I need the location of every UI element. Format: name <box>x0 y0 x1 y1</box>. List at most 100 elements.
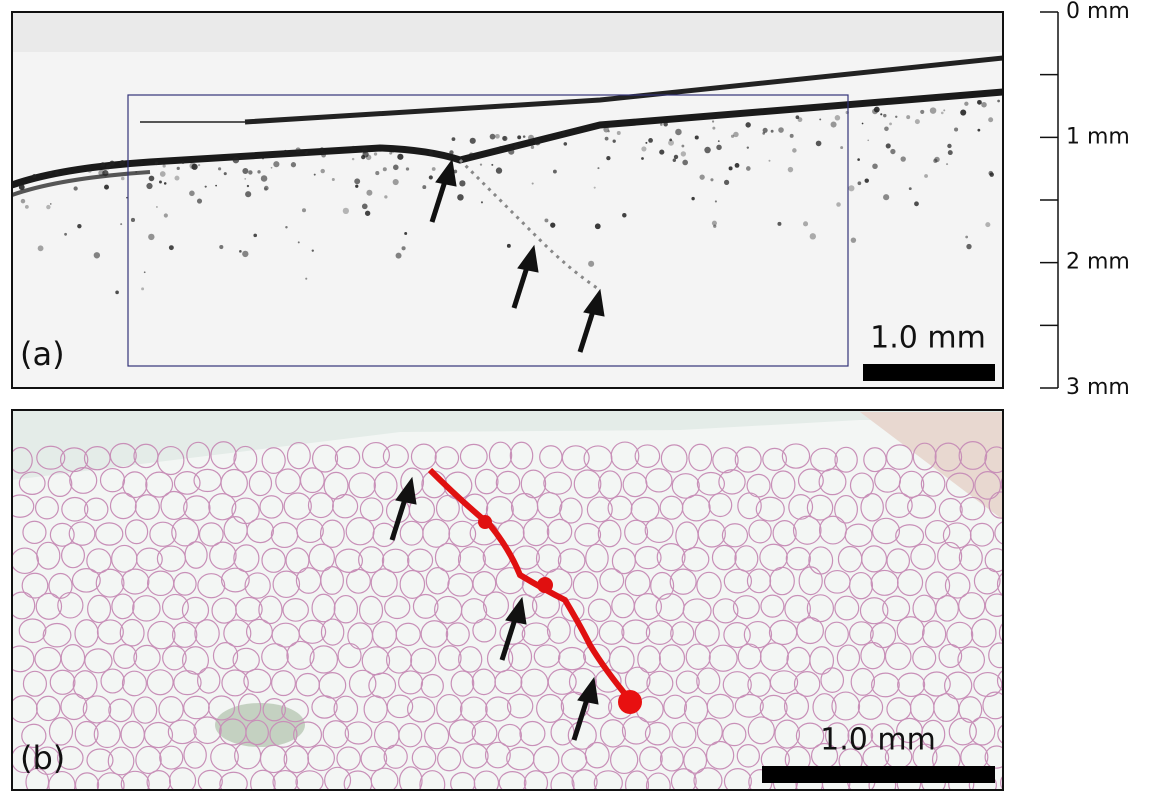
speckle <box>924 174 928 178</box>
speckle <box>960 110 966 116</box>
speckle <box>182 161 185 164</box>
speckle <box>909 187 912 190</box>
panel-label: (a) <box>20 335 65 373</box>
speckle <box>532 182 534 184</box>
speckle <box>867 139 869 141</box>
speckle <box>674 155 678 159</box>
speckle <box>977 129 980 132</box>
speckle <box>965 236 968 239</box>
speckle <box>550 223 555 228</box>
speckle <box>233 157 240 164</box>
speckle <box>872 108 878 114</box>
speckle <box>189 191 195 197</box>
depth-label: 3 mm <box>1066 375 1130 400</box>
oct-image <box>12 12 1003 388</box>
speckle <box>120 223 122 225</box>
speckle <box>350 146 356 152</box>
speckle <box>883 114 886 117</box>
speckle <box>32 174 36 178</box>
speckle <box>141 287 144 290</box>
speckle <box>790 134 794 138</box>
speckle <box>495 134 500 139</box>
speckle <box>981 102 987 108</box>
speckle <box>865 178 869 182</box>
speckle <box>104 185 109 190</box>
speckle <box>50 203 52 205</box>
speckle <box>682 160 688 166</box>
scale-bar <box>863 364 995 381</box>
figure: (a) 1.0 mm 0 mm1 mm2 mm3 mm (b) 1.0 mm <box>0 0 1156 793</box>
speckle <box>729 166 733 170</box>
speckle <box>393 179 399 185</box>
speckle <box>883 194 889 200</box>
speckle <box>429 175 433 179</box>
speckle <box>481 201 483 203</box>
speckle <box>428 150 433 155</box>
speckle <box>77 224 81 228</box>
speckle <box>943 109 945 111</box>
speckle <box>699 174 704 179</box>
speckle <box>920 110 924 114</box>
speckle <box>544 218 548 222</box>
speckle <box>660 123 663 126</box>
speckle <box>312 250 314 252</box>
speckle <box>261 175 268 182</box>
speckle <box>155 161 159 165</box>
speckle <box>788 167 793 172</box>
speckle <box>253 234 257 238</box>
speckle <box>930 107 936 113</box>
speckle <box>695 135 699 139</box>
speckle <box>553 170 557 174</box>
speckle <box>508 149 514 155</box>
speckle <box>120 160 125 165</box>
speckle <box>562 131 565 134</box>
speckle <box>121 177 125 181</box>
speckle <box>858 181 862 185</box>
speckle <box>914 201 919 206</box>
speckle <box>46 205 50 209</box>
speckle <box>343 208 349 214</box>
speckle <box>219 245 223 249</box>
speckle <box>480 164 482 166</box>
speckle <box>101 162 106 167</box>
speckle <box>985 222 990 227</box>
speckle <box>745 122 750 127</box>
speckle <box>915 119 920 124</box>
speckle <box>375 171 379 175</box>
speckle <box>777 222 781 226</box>
speckle <box>576 131 579 134</box>
speckle <box>163 164 166 167</box>
speckle <box>941 112 944 115</box>
speckle <box>205 186 207 188</box>
speckle <box>115 291 119 295</box>
speckle <box>617 131 621 135</box>
speckle <box>810 233 816 239</box>
speckle <box>588 261 594 267</box>
speckle <box>296 147 301 152</box>
speckle <box>840 146 843 149</box>
speckle <box>564 142 568 146</box>
speckle <box>648 138 653 143</box>
speckle <box>641 146 646 151</box>
speckle <box>215 185 217 187</box>
speckle <box>731 135 734 138</box>
speckle <box>197 198 202 203</box>
speckle <box>862 123 864 125</box>
speckle <box>180 157 182 159</box>
speckle <box>362 203 368 209</box>
speckle <box>160 171 166 177</box>
speckle <box>716 145 721 150</box>
speckle <box>491 164 493 166</box>
speckle <box>361 155 365 159</box>
speckle <box>966 244 971 249</box>
speckle <box>735 163 740 168</box>
speckle <box>622 213 626 217</box>
speckle <box>848 185 854 191</box>
speckle <box>507 244 511 248</box>
speckle <box>724 180 729 185</box>
speckle <box>247 185 249 187</box>
speckle <box>798 117 803 122</box>
speckle <box>264 186 269 191</box>
speckle <box>19 184 25 190</box>
speckle <box>531 146 534 149</box>
